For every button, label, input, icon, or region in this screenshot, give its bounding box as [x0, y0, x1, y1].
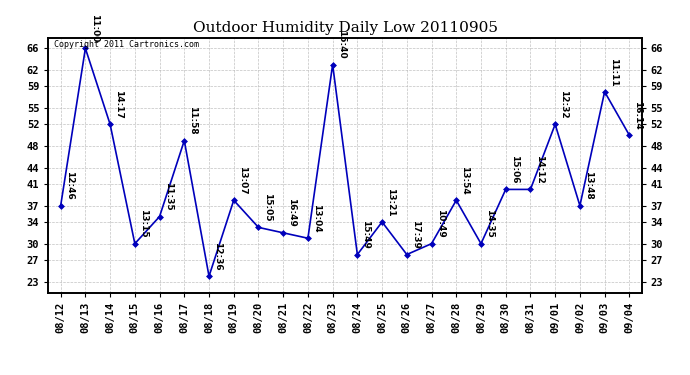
Text: Copyright 2011 Cartronics.com: Copyright 2011 Cartronics.com: [55, 40, 199, 49]
Text: 12:46: 12:46: [65, 171, 74, 200]
Text: 13:15: 13:15: [139, 210, 148, 238]
Text: 11:35: 11:35: [164, 182, 172, 211]
Text: 14:12: 14:12: [535, 155, 544, 184]
Text: 14:35: 14:35: [485, 209, 494, 238]
Title: Outdoor Humidity Daily Low 20110905: Outdoor Humidity Daily Low 20110905: [193, 21, 497, 35]
Text: 11:58: 11:58: [188, 106, 197, 135]
Text: 14:17: 14:17: [115, 90, 124, 119]
Text: 12:36: 12:36: [213, 242, 222, 271]
Text: 16:14: 16:14: [633, 101, 642, 130]
Text: 15:49: 15:49: [362, 220, 371, 249]
Text: 11:11: 11:11: [609, 58, 618, 86]
Text: 13:48: 13:48: [584, 171, 593, 200]
Text: 10:49: 10:49: [435, 209, 444, 238]
Text: 15:40: 15:40: [337, 30, 346, 59]
Text: 13:54: 13:54: [460, 166, 469, 195]
Text: 12:32: 12:32: [560, 90, 569, 119]
Text: 15:06: 15:06: [510, 155, 519, 184]
Text: 13:21: 13:21: [386, 188, 395, 216]
Text: 11:00: 11:00: [90, 14, 99, 43]
Text: 15:05: 15:05: [263, 194, 272, 222]
Text: 13:07: 13:07: [238, 166, 247, 195]
Text: 16:49: 16:49: [287, 198, 296, 227]
Text: 17:39: 17:39: [411, 220, 420, 249]
Text: 13:04: 13:04: [312, 204, 321, 233]
